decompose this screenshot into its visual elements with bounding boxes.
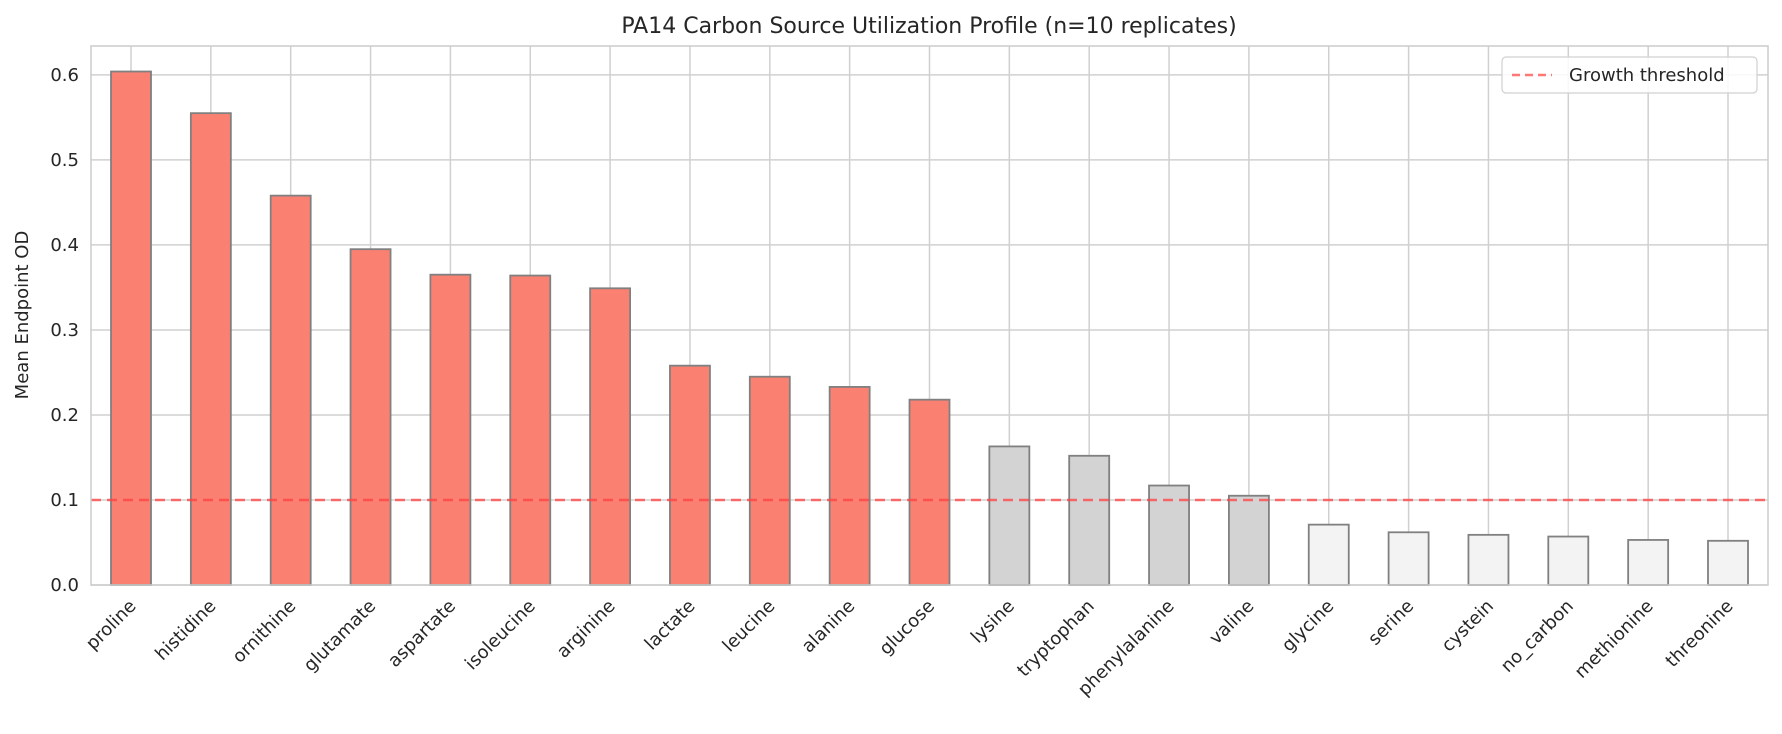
bar-glutamate [349,248,392,586]
x-tick-label: leucine [719,596,780,657]
y-axis-label: Mean Endpoint OD [12,231,33,400]
bar-valine [1228,494,1270,586]
x-tick-label: alanine [798,596,859,657]
y-tick-label: 0.4 [50,235,79,256]
x-tick-label: arginine [553,596,620,663]
axes-frame [90,45,1769,586]
x-tick-label: lysine [967,596,1019,648]
x-tick-label: threonine [1662,596,1738,672]
x-tick-label: no_carbon [1497,596,1578,677]
bar-no_carbon [1547,535,1590,586]
bar-alanine [828,386,871,586]
x-tick-label: cystein [1438,596,1498,656]
bar-methionine [1627,539,1670,586]
x-tick-label: lactate [641,596,700,655]
x-tick-label: histidine [151,596,220,665]
y-tick-label: 0.2 [50,405,79,426]
x-tick-label: glutamate [300,596,380,676]
legend-box [1501,56,1758,94]
bar-tryptophan [1068,454,1111,586]
x-axis-ticks: proline histidine ornithine glutamate aspart… [82,596,1738,701]
bar-cystein [1467,533,1510,586]
bar-proline [110,70,152,586]
bar-glycine [1307,523,1350,586]
bar-isoleucine [509,274,552,586]
x-tick-label: proline [82,596,141,655]
x-tick-label: glycine [1278,596,1338,656]
bar-phenylalanine [1148,484,1190,586]
bar-glucose [908,398,951,586]
bar-aspartate [429,273,472,586]
bar-histidine [189,112,232,586]
x-tick-label: aspartate [384,596,460,672]
bar-leucine [748,375,791,586]
y-axis-ticks: 0.0 0.1 0.2 0.3 0.4 0.5 0.6 [50,65,79,596]
bars [110,70,1749,586]
chart-title: PA14 Carbon Source Utilization Profile (… [621,14,1236,39]
x-tick-label: methionine [1571,596,1658,683]
y-tick-label: 0.0 [50,575,79,596]
x-tick-label: glucose [875,596,939,660]
y-tick-label: 0.3 [50,320,79,341]
bar-lactate [669,364,711,586]
bar-ornithine [269,194,312,586]
x-tick-label: ornithine [228,596,300,668]
legend-label: Growth threshold [1569,65,1725,86]
x-tick-label: tryptophan [1013,596,1098,681]
y-tick-label: 0.5 [50,150,79,171]
y-tick-label: 0.1 [50,490,79,511]
x-tick-label: isoleucine [461,596,540,675]
x-tick-label: valine [1205,596,1258,649]
y-tick-label: 0.6 [50,65,79,86]
bar-arginine [589,287,631,586]
bar-lysine [988,445,1031,586]
bar-serine [1387,531,1430,586]
bar-threonine [1707,539,1749,586]
x-tick-label: serine [1364,596,1418,650]
legend: Growth threshold [1501,56,1758,94]
